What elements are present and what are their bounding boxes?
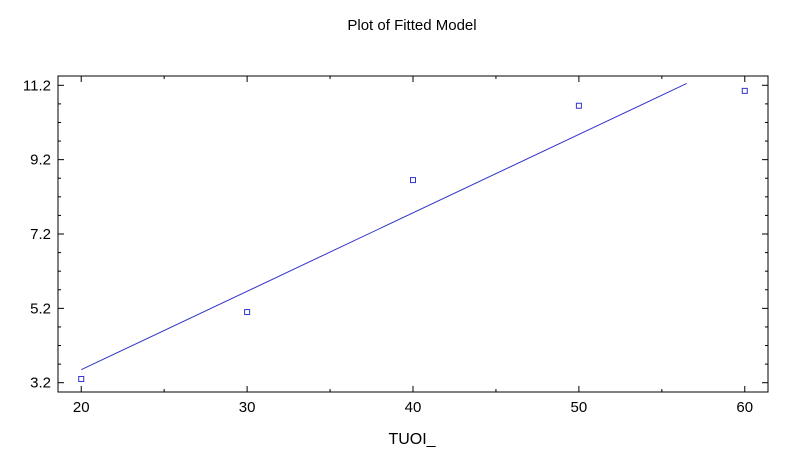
x-tick-label: 20: [73, 399, 90, 416]
fitted-line-layer: [81, 82, 687, 371]
chart-title: Plot of Fitted Model: [347, 17, 476, 34]
x-axis-label: TUOI_: [388, 431, 436, 448]
y-tick-label: 7.2: [30, 226, 51, 243]
y-tick-label: 9.2: [30, 152, 51, 169]
y-tick-label: 3.2: [30, 375, 51, 392]
fitted-line: [81, 82, 687, 371]
y-tick-labels: 3.2 5.2 7.2 9.2 11.2: [23, 77, 51, 391]
y-axis-ticks: [58, 84, 768, 384]
x-axis-ticks: [80, 76, 746, 392]
x-tick-labels: 20 30 40 50 60: [73, 399, 753, 416]
y-tick-label: 5.2: [30, 300, 51, 317]
data-point: [78, 375, 85, 382]
plot-frame: [57, 75, 769, 393]
x-tick-label: 60: [736, 399, 753, 416]
x-tick-label: 40: [405, 399, 422, 416]
data-point: [244, 309, 251, 316]
x-tick-label: 30: [239, 399, 256, 416]
data-point: [410, 177, 416, 184]
x-tick-label: 50: [571, 399, 588, 416]
data-point: [575, 102, 582, 109]
y-tick-label: 11.2: [23, 77, 51, 94]
data-point: [741, 87, 748, 94]
data-points-layer: [78, 87, 748, 382]
